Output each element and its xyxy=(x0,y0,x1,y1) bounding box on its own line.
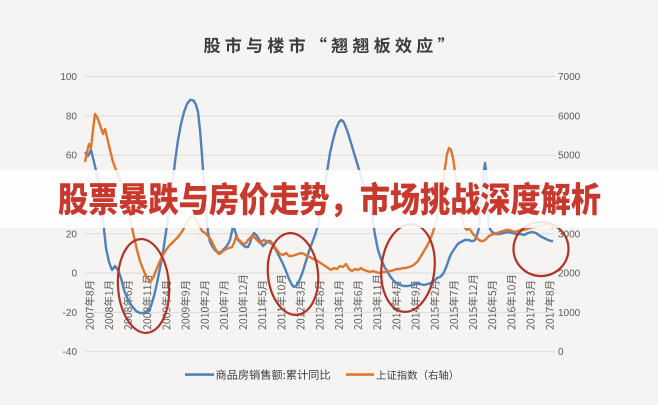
svg-text:-20: -20 xyxy=(63,308,78,319)
svg-text:0: 0 xyxy=(71,269,77,280)
svg-text:1000: 1000 xyxy=(558,308,581,319)
svg-text:3000: 3000 xyxy=(558,229,581,240)
svg-text:6000: 6000 xyxy=(558,111,581,122)
svg-text:60: 60 xyxy=(66,151,78,162)
svg-text:5000: 5000 xyxy=(558,151,581,162)
svg-text:0: 0 xyxy=(558,347,564,358)
svg-text:100: 100 xyxy=(60,72,77,83)
svg-text:2000: 2000 xyxy=(558,269,581,280)
svg-text:20: 20 xyxy=(66,229,78,240)
svg-text:7000: 7000 xyxy=(558,72,581,83)
svg-text:-40: -40 xyxy=(63,347,78,358)
svg-text:80: 80 xyxy=(66,111,78,122)
